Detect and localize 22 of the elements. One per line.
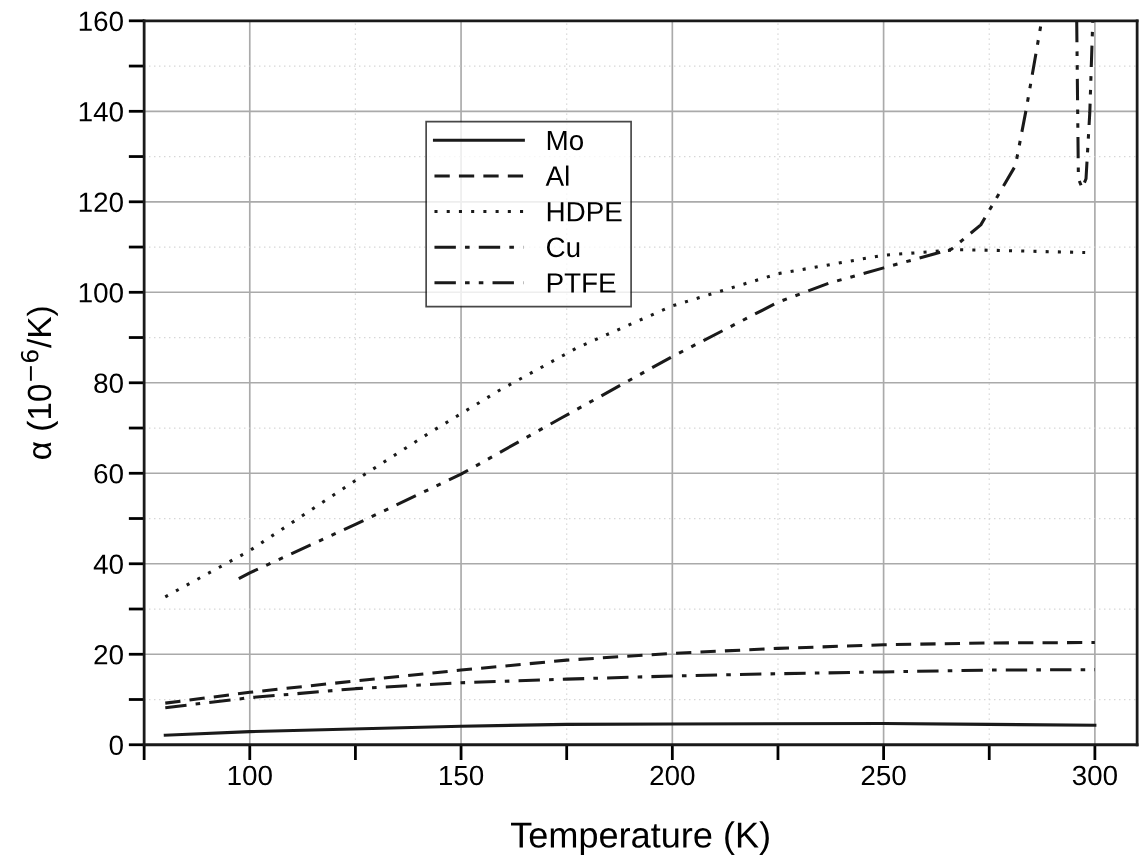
legend-label: HDPE	[547, 202, 622, 222]
x-tick-label: 100	[228, 765, 272, 786]
y-tick-label: 120	[79, 192, 123, 213]
legend-label: Mo	[547, 130, 584, 151]
y-tick-label: 20	[94, 644, 123, 665]
line-series	[163, 721, 1097, 737]
legend-label: Al	[545, 165, 569, 186]
y-tick-label: 140	[79, 101, 123, 122]
x-axis-title: Temperature (K)	[511, 821, 769, 855]
x-tick-label: 150	[440, 765, 484, 786]
y-tick-label: 0	[109, 735, 123, 756]
y-tick-label: 60	[94, 463, 123, 484]
y-tick-label: 80	[94, 373, 123, 394]
x-tick-label: 250	[861, 765, 906, 786]
x-tick-label: 300	[1072, 765, 1117, 786]
legend-label: Cu	[547, 237, 580, 258]
y-tick-label: 160	[79, 11, 123, 32]
x-tick-label: 200	[650, 765, 695, 786]
y-tick-label: 100	[79, 282, 123, 303]
y-tick-label: 40	[93, 554, 123, 575]
legend-label: PTFE	[547, 273, 616, 293]
y-axis-title: α (10$^{−6}$/K)	[20, 307, 58, 459]
